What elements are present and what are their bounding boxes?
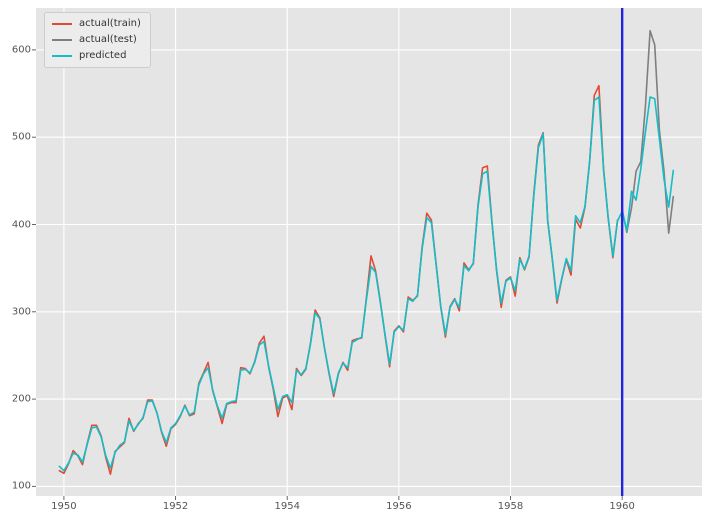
x-tick-label: 1958 [497, 501, 524, 512]
x-tick-label: 1960 [609, 501, 635, 512]
y-tick-label: 100 [11, 480, 31, 492]
legend-item-predicted: predicted [52, 50, 141, 62]
plot-background [36, 8, 702, 496]
legend-label-predicted: predicted [79, 50, 127, 61]
series-line-predicted [58, 96, 675, 472]
legend-label-actual-test: actual(test) [79, 34, 137, 45]
legend-item-actual-test: actual(test) [52, 34, 141, 46]
y-tick-label: 300 [11, 306, 31, 318]
legend-item-actual-train: actual(train) [52, 18, 141, 30]
legend-label-actual-train: actual(train) [79, 18, 141, 29]
x-tick-label: 1956 [386, 501, 412, 512]
legend-swatch-predicted-icon [52, 54, 72, 58]
legend-swatch-actual-train-icon [52, 22, 72, 26]
legend: actual(train) actual(test) predicted [44, 12, 151, 68]
x-tick-label: 1954 [274, 501, 300, 512]
y-tick-label: 500 [11, 131, 31, 143]
x-tick-label: 1950 [51, 501, 77, 512]
y-tick-label: 600 [11, 44, 31, 56]
legend-swatch-actual-test-icon [52, 38, 72, 42]
y-tick-label: 400 [11, 219, 31, 230]
y-tick-label: 200 [11, 393, 31, 405]
x-tick-label: 1952 [162, 501, 189, 512]
